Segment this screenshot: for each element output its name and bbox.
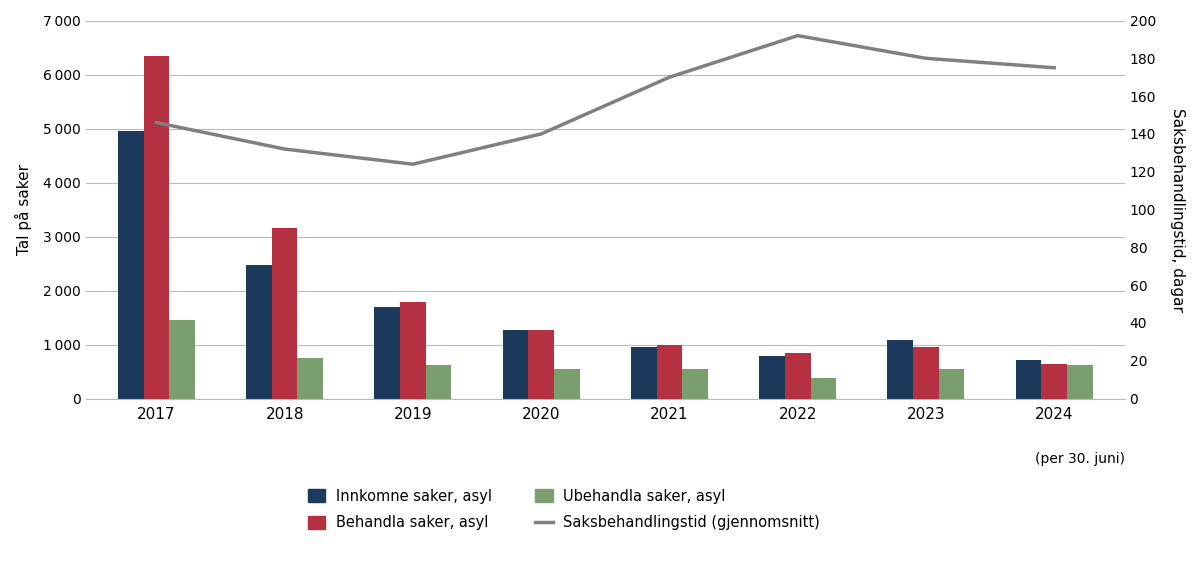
Bar <box>554 369 580 399</box>
Bar <box>631 347 656 399</box>
Bar <box>400 302 426 399</box>
Bar <box>938 369 965 399</box>
Bar <box>426 364 451 399</box>
Bar <box>503 330 528 399</box>
Bar <box>374 307 400 399</box>
Bar <box>888 340 913 399</box>
Bar <box>118 131 144 399</box>
Bar <box>683 369 708 399</box>
Bar <box>656 345 683 399</box>
Bar <box>298 358 323 399</box>
Legend: Innkomne saker, asyl, Behandla saker, asyl, Ubehandla saker, asyl, Saksbehandlin: Innkomne saker, asyl, Behandla saker, as… <box>300 482 827 537</box>
Bar <box>810 377 836 399</box>
Bar <box>1042 364 1067 399</box>
Bar <box>144 56 169 399</box>
Bar <box>272 228 298 399</box>
Bar <box>913 347 938 399</box>
Bar <box>169 320 194 399</box>
Bar <box>1067 365 1093 399</box>
Bar <box>1015 360 1042 399</box>
Y-axis label: Saksbehandlingstid, dagar: Saksbehandlingstid, dagar <box>1170 108 1186 311</box>
Y-axis label: Tal på saker: Tal på saker <box>14 164 32 255</box>
Text: (per 30. juni): (per 30. juni) <box>1034 452 1124 465</box>
Bar <box>760 356 785 399</box>
Bar <box>785 352 810 399</box>
Bar <box>246 265 272 399</box>
Bar <box>528 330 554 399</box>
